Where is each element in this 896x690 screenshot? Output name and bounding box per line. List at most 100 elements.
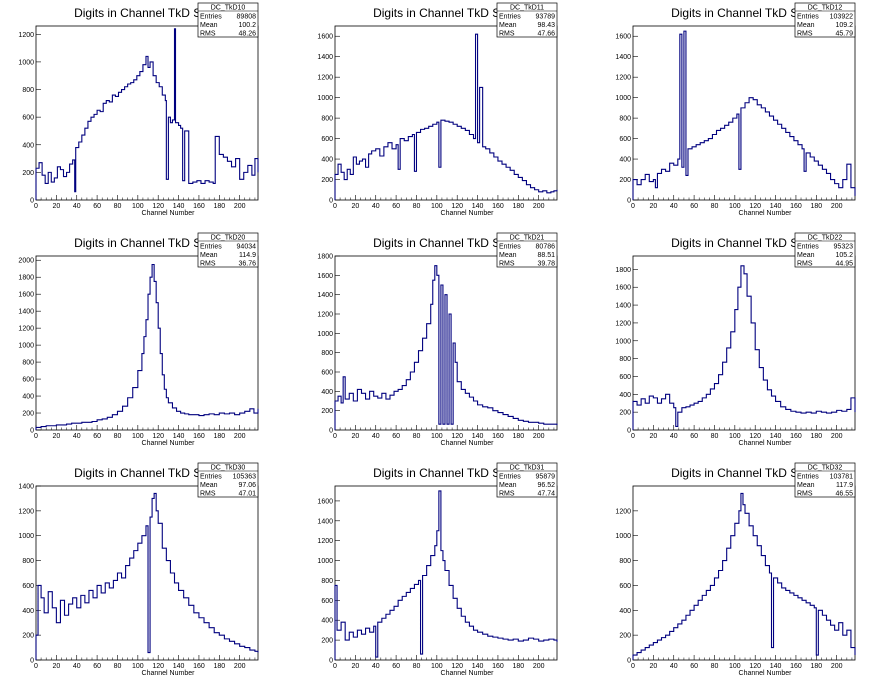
x-tick-label: 180 <box>213 433 225 440</box>
x-tick-label: 40 <box>73 663 81 670</box>
stats-box <box>496 232 558 268</box>
stats-label: RMS <box>797 261 813 268</box>
y-tick-label: 200 <box>22 411 34 418</box>
x-tick-label: 120 <box>749 203 761 210</box>
chart-title: Digits in Channel TkD S2 P0 <box>74 236 226 250</box>
x-tick-label: 0 <box>34 203 38 210</box>
y-tick-label: 1000 <box>317 558 333 565</box>
x-tick-label: 80 <box>413 663 421 670</box>
histogram-series <box>632 492 856 660</box>
y-tick-label: 200 <box>619 410 631 417</box>
histogram-svg: Digits in Channel TkD S2 P1 0 20 40 60 80 100 1… <box>317 232 558 447</box>
x-tick-label: 60 <box>690 433 698 440</box>
x-axis-label: Channel Number <box>142 210 196 217</box>
histogram-panel: Digits in Channel TkD S1 P0 0 20 40 60 80 100 1… <box>0 0 298 230</box>
histogram-panel: Digits in Channel TkD S1 P1 0 20 40 60 80 100 1… <box>299 0 597 230</box>
stats-value: 105.2 <box>835 252 853 259</box>
stats-label: Entries <box>797 474 819 481</box>
histogram-svg: Digits in Channel TkD S1 P2 0 20 40 60 80 100 1… <box>615 2 856 217</box>
stats-value: 114.9 <box>239 252 256 259</box>
histogram-series <box>632 30 856 200</box>
y-tick-label: 200 <box>22 170 34 177</box>
histogram-series <box>35 28 259 200</box>
stats-name: DC_TkD22 <box>808 235 843 242</box>
x-tick-label: 140 <box>472 203 484 210</box>
stats-value: 80786 <box>536 244 556 251</box>
stats-label: Mean <box>499 22 517 29</box>
x-tick-label: 40 <box>372 203 380 210</box>
x-tick-label: 100 <box>132 663 144 670</box>
x-tick-label: 120 <box>451 433 463 440</box>
stats-value: 44.95 <box>835 261 853 268</box>
stats-box <box>496 2 558 38</box>
histogram-svg: Digits in Channel TkD S2 P2 0 20 40 60 80 100 1… <box>615 232 856 447</box>
histogram-svg: Digits in Channel TkD S1 P0 0 20 40 60 80 100 1… <box>18 2 259 217</box>
x-tick-label: 100 <box>431 663 443 670</box>
y-tick-label: 1200 <box>615 75 631 82</box>
histogram-svg: Digits in Channel TkD S1 P1 0 20 40 60 80 100 1… <box>317 2 558 217</box>
y-tick-label: 800 <box>321 578 333 585</box>
stats-value: 103781 <box>830 474 853 481</box>
y-tick-label: 1800 <box>317 254 333 261</box>
y-tick-label: 1400 <box>317 292 333 299</box>
x-tick-label: 40 <box>670 203 678 210</box>
y-tick-label: 1600 <box>317 34 333 41</box>
y-tick-label: 1600 <box>317 273 333 280</box>
y-tick-label: 0 <box>30 428 34 435</box>
y-tick-label: 200 <box>321 177 333 184</box>
x-tick-label: 140 <box>173 433 185 440</box>
histogram-svg: Digits in Channel TkD S2 P0 0 20 40 60 80 100 1… <box>18 232 259 447</box>
x-tick-label: 120 <box>152 663 164 670</box>
histogram-panel: Digits in Channel TkD S2 P2 0 20 40 60 80 100 1… <box>597 230 895 460</box>
y-tick-label: 600 <box>619 583 631 590</box>
stats-value: 89808 <box>237 14 257 21</box>
y-tick-label: 600 <box>619 136 631 143</box>
stats-box <box>794 232 856 268</box>
stats-name: DC_TkD20 <box>211 235 246 242</box>
y-tick-label: 600 <box>22 583 34 590</box>
plot-frame <box>35 255 259 431</box>
y-tick-label: 400 <box>321 157 333 164</box>
stats-label: Mean <box>499 252 517 259</box>
x-tick-label: 160 <box>492 433 504 440</box>
x-tick-label: 200 <box>831 433 843 440</box>
x-tick-label: 100 <box>431 433 443 440</box>
x-tick-label: 0 <box>333 433 337 440</box>
x-axis-label: Channel Number <box>441 210 495 217</box>
histogram-panel: Digits in Channel TkD S3 P1 0 20 40 60 80 100 1… <box>299 460 597 690</box>
y-tick-label: 800 <box>321 350 333 357</box>
x-tick-label: 0 <box>333 203 337 210</box>
x-tick-label: 80 <box>711 663 719 670</box>
plot-frame <box>334 485 558 661</box>
stats-value: 47.74 <box>537 491 555 498</box>
stats-label: Mean <box>797 252 815 259</box>
x-tick-label: 100 <box>132 433 144 440</box>
stats-value: 95323 <box>834 244 854 251</box>
x-tick-label: 200 <box>533 663 545 670</box>
stats-label: RMS <box>200 31 216 38</box>
x-tick-label: 140 <box>173 203 185 210</box>
x-tick-label: 20 <box>351 433 359 440</box>
x-tick-label: 180 <box>810 663 822 670</box>
y-tick-label: 1400 <box>317 518 333 525</box>
x-tick-label: 20 <box>52 433 60 440</box>
y-tick-label: 0 <box>627 658 631 665</box>
x-tick-label: 140 <box>173 663 185 670</box>
stats-value: 100.2 <box>238 22 256 29</box>
stats-label: RMS <box>797 491 813 498</box>
histogram-svg: Digits in Channel TkD S3 P1 0 20 40 60 80 100 1… <box>317 462 558 677</box>
stats-label: Entries <box>499 474 521 481</box>
y-tick-label: 200 <box>321 408 333 415</box>
x-tick-label: 80 <box>711 203 719 210</box>
x-tick-label: 60 <box>392 433 400 440</box>
y-tick-label: 400 <box>321 389 333 396</box>
x-tick-label: 120 <box>451 663 463 670</box>
y-tick-label: 1000 <box>615 95 631 102</box>
x-tick-label: 20 <box>351 203 359 210</box>
x-tick-label: 100 <box>729 663 741 670</box>
x-tick-label: 120 <box>749 663 761 670</box>
y-tick-label: 600 <box>22 377 34 384</box>
y-tick-label: 600 <box>619 374 631 381</box>
y-tick-label: 1000 <box>615 533 631 540</box>
x-tick-label: 60 <box>690 203 698 210</box>
